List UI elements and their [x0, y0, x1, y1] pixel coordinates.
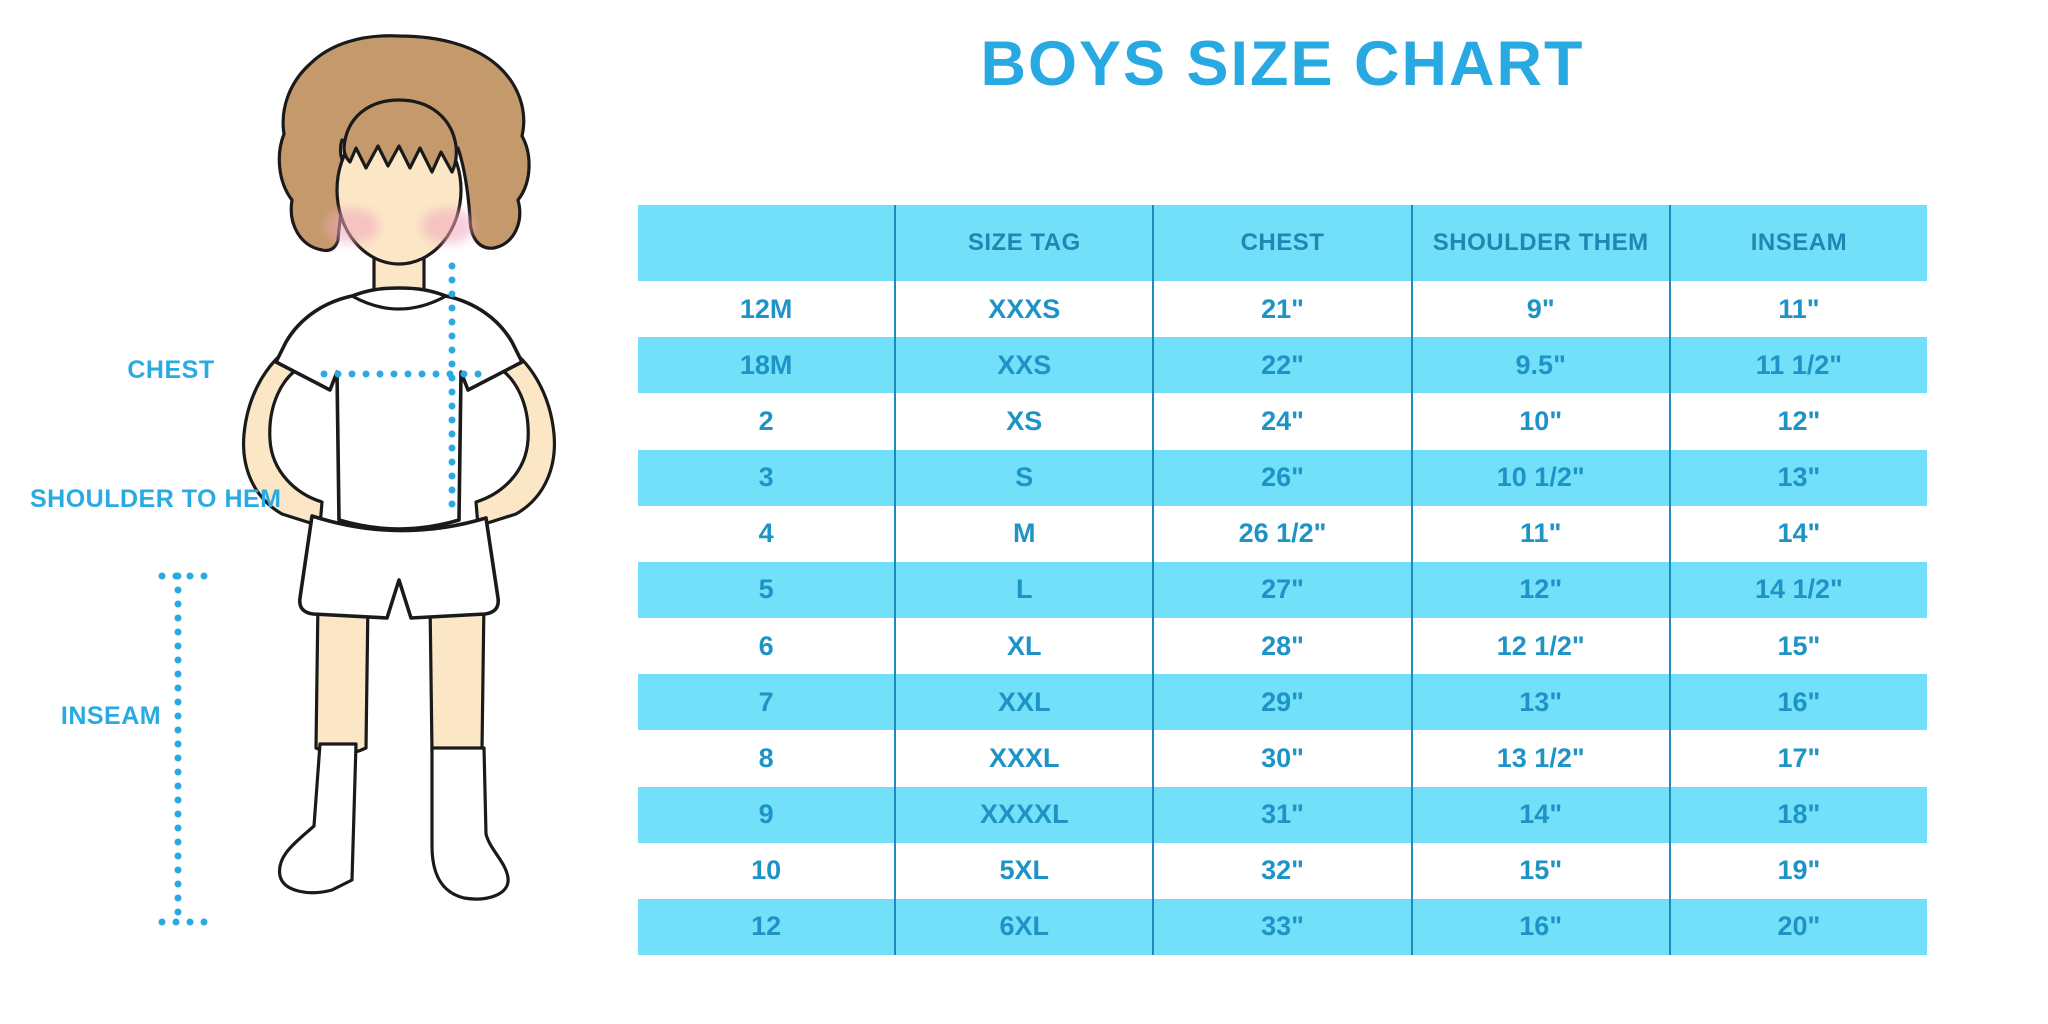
table-cell: 12": [1410, 561, 1669, 619]
table-cell: 9.5": [1410, 337, 1669, 394]
table-cell: 18M: [739, 349, 793, 380]
table-cell: 21": [1152, 281, 1410, 338]
table-cell: 31": [1152, 786, 1410, 843]
table-cell: 15": [1668, 618, 1927, 675]
table-cell: 11": [1410, 505, 1669, 562]
shoulder-to-hem-label: SHOULDER TO HEM: [30, 485, 282, 513]
table-cell: XXL: [894, 674, 1152, 731]
table-cell: 9: [758, 799, 774, 830]
boy-measurement-figure: [158, 34, 557, 926]
table-row: 6 XL 28" 12 1/2" 15": [638, 618, 1927, 675]
table-cell: 19": [1668, 842, 1927, 899]
table-cell: 8: [758, 742, 774, 773]
table-cell: 10": [1410, 393, 1669, 450]
table-row: 2 XS 24" 10" 12": [638, 393, 1927, 450]
table-cell: 11": [1668, 281, 1927, 338]
table-row: 3 S 26" 10 1/2" 13": [638, 449, 1927, 506]
column-header: CHEST: [1152, 205, 1410, 281]
table-cell: 13": [1668, 449, 1927, 506]
table-cell: 9": [1410, 281, 1669, 338]
table-cell: 16": [1410, 898, 1669, 956]
table-cell: 32": [1152, 842, 1410, 899]
table-cell: XXXL: [894, 730, 1152, 787]
table-cell: 6: [758, 630, 774, 661]
table-cell: XS: [894, 393, 1152, 450]
table-cell: 26 1/2": [1152, 505, 1410, 562]
table-cell: 24": [1152, 393, 1410, 450]
table-cell: M: [894, 505, 1152, 562]
table-cell: 29": [1152, 674, 1410, 731]
table-cell: 12M: [739, 293, 793, 324]
page-title: BOYS SIZE CHART: [980, 29, 1585, 99]
table-cell: 11 1/2": [1668, 337, 1927, 394]
table-cell: 22": [1152, 337, 1410, 394]
table-cell: 13 1/2": [1410, 730, 1669, 787]
table-cell: 2: [758, 405, 774, 436]
table-cell: 3: [758, 462, 774, 493]
table-cell: 20": [1668, 898, 1927, 956]
boy-shorts: [297, 514, 501, 620]
table-row: 18M XXS 22" 9.5" 11 1/2": [638, 337, 1927, 394]
table-cell: 12": [1668, 393, 1927, 450]
table-cell: 16": [1668, 674, 1927, 731]
boy-hair-fringe: [342, 98, 458, 174]
table-row: 5 L 27" 12" 14 1/2": [638, 561, 1927, 619]
table-cell: 15": [1410, 842, 1669, 899]
table-cell: 10: [751, 855, 782, 886]
boy-tshirt-neckline: [350, 294, 448, 311]
table-cell: L: [894, 561, 1152, 619]
table-cell: 14": [1668, 505, 1927, 562]
inseam-label: INSEAM: [60, 702, 162, 730]
boy-leg-right: [428, 598, 486, 760]
table-row: 8 XXXL 30" 13 1/2" 17": [638, 730, 1927, 787]
table-cell: 10 1/2": [1410, 449, 1669, 506]
table-cell: 30": [1152, 730, 1410, 787]
table-cell: 14": [1410, 786, 1669, 843]
boy-tshirt: [274, 286, 524, 531]
table-cell: 4: [758, 518, 774, 549]
chest-label: CHEST: [127, 356, 215, 384]
column-header: [638, 205, 894, 281]
size-table: SIZE TAG CHEST SHOULDER THEM INSEAM 12M XXXS 2…: [638, 205, 1927, 956]
table-cell: 5: [758, 574, 774, 605]
table-cell: 12: [751, 911, 782, 942]
table-row: 12 6XL 33" 16" 20": [638, 898, 1927, 956]
column-header: INSEAM: [1668, 205, 1927, 281]
table-cell: 33": [1152, 898, 1410, 956]
boy-blush-right: [421, 208, 475, 244]
boy-sock-left: [277, 742, 358, 895]
table-row: 10 5XL 32" 15" 19": [638, 842, 1927, 899]
column-header: SIZE TAG: [894, 205, 1152, 281]
table-row: 4 M 26 1/2" 11" 14": [638, 505, 1927, 562]
table-cell: 17": [1668, 730, 1927, 787]
table-cell: XXS: [894, 337, 1152, 394]
table-row: 9 XXXXL 31" 14" 18": [638, 786, 1927, 843]
boy-leg-left: [314, 598, 370, 756]
table-header-row: SIZE TAG CHEST SHOULDER THEM INSEAM: [638, 205, 1927, 281]
table-cell: 12 1/2": [1410, 618, 1669, 675]
table-cell: 27": [1152, 561, 1410, 619]
table-row: 12M XXXS 21" 9" 11": [638, 281, 1927, 338]
boy-sock-right: [430, 746, 510, 901]
table-cell: 26": [1152, 449, 1410, 506]
table-row: 7 XXL 29" 13" 16": [638, 674, 1927, 731]
table-cell: 13": [1410, 674, 1669, 731]
table-cell: XL: [894, 618, 1152, 675]
boy-blush-left: [325, 208, 379, 244]
table-cell: 28": [1152, 618, 1410, 675]
table-cell: XXXXL: [894, 786, 1152, 843]
table-cell: S: [894, 449, 1152, 506]
table-cell: 14 1/2": [1668, 561, 1927, 619]
table-cell: XXXS: [894, 281, 1152, 338]
table-cell: 6XL: [894, 898, 1152, 956]
column-header: SHOULDER THEM: [1410, 205, 1669, 281]
table-cell: 18": [1668, 786, 1927, 843]
table-cell: 5XL: [894, 842, 1152, 899]
table-cell: 7: [758, 686, 774, 717]
